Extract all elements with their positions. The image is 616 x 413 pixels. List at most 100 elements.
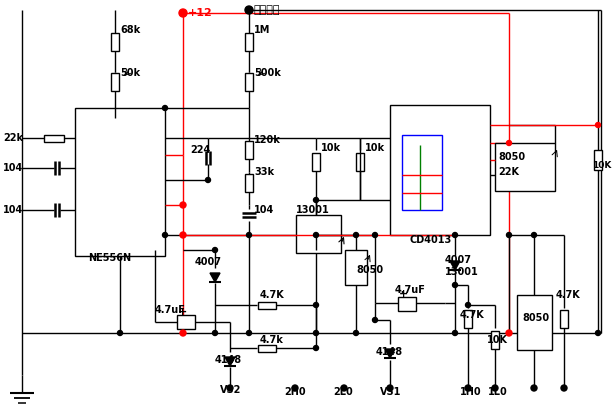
Text: 500k: 500k <box>254 68 281 78</box>
Text: 2L0: 2L0 <box>333 387 353 397</box>
Bar <box>312 153 320 171</box>
Text: 104: 104 <box>3 205 23 215</box>
Text: 1M: 1M <box>254 25 270 35</box>
Text: 22K: 22K <box>498 167 519 177</box>
Text: 4148: 4148 <box>215 355 242 365</box>
Bar <box>345 250 367 285</box>
Text: 10K: 10K <box>487 335 508 345</box>
Circle shape <box>213 330 217 335</box>
Text: 33k: 33k <box>254 167 274 177</box>
Text: 4007: 4007 <box>195 257 222 267</box>
Circle shape <box>453 282 458 287</box>
Text: 22k: 22k <box>3 133 23 143</box>
Circle shape <box>354 233 359 237</box>
Text: VS2: VS2 <box>220 385 241 395</box>
Bar <box>75 108 165 256</box>
Circle shape <box>227 385 233 391</box>
Bar <box>390 105 490 235</box>
Text: 4148: 4148 <box>376 347 403 357</box>
Circle shape <box>180 202 186 208</box>
Circle shape <box>341 385 347 391</box>
Bar <box>402 135 442 210</box>
Text: +: + <box>178 307 187 317</box>
Text: 4.7K: 4.7K <box>260 290 285 300</box>
Circle shape <box>314 346 318 351</box>
Bar <box>177 315 195 329</box>
Circle shape <box>354 330 359 335</box>
Bar <box>258 345 276 352</box>
Circle shape <box>506 140 511 145</box>
Circle shape <box>373 233 378 237</box>
Text: 120k: 120k <box>254 135 281 145</box>
Text: 8050: 8050 <box>356 265 383 275</box>
Bar <box>398 297 416 311</box>
Circle shape <box>246 330 251 335</box>
Polygon shape <box>385 349 395 358</box>
Circle shape <box>466 302 471 308</box>
Circle shape <box>373 318 378 323</box>
Circle shape <box>492 385 498 391</box>
Circle shape <box>532 233 537 237</box>
Bar <box>245 174 253 192</box>
Circle shape <box>163 233 168 237</box>
Circle shape <box>206 178 211 183</box>
Bar <box>245 73 253 91</box>
Bar <box>491 331 499 349</box>
Bar <box>560 310 568 328</box>
Polygon shape <box>210 273 220 282</box>
Bar <box>495 143 555 191</box>
Circle shape <box>180 330 186 336</box>
Polygon shape <box>225 357 235 366</box>
Circle shape <box>453 330 458 335</box>
Circle shape <box>292 385 298 391</box>
Text: +12: +12 <box>188 8 213 18</box>
Bar <box>245 33 253 51</box>
Circle shape <box>179 9 187 17</box>
Text: 10K: 10K <box>592 161 611 169</box>
Circle shape <box>506 233 511 237</box>
Bar <box>44 135 64 142</box>
Circle shape <box>465 385 471 391</box>
Text: 2H0: 2H0 <box>284 387 306 397</box>
Text: 104: 104 <box>254 205 274 215</box>
Bar <box>111 73 119 91</box>
Circle shape <box>453 233 458 237</box>
Polygon shape <box>450 261 460 270</box>
Bar <box>245 141 253 159</box>
Circle shape <box>246 233 251 237</box>
Circle shape <box>245 6 253 14</box>
Text: 4.7K: 4.7K <box>460 310 485 320</box>
Bar <box>517 295 552 350</box>
Circle shape <box>314 302 318 308</box>
Circle shape <box>531 385 537 391</box>
Text: 10k: 10k <box>365 143 385 153</box>
Text: 4.7k: 4.7k <box>260 335 284 345</box>
Circle shape <box>314 197 318 202</box>
Circle shape <box>596 123 601 128</box>
Bar <box>111 33 119 51</box>
Text: 68k: 68k <box>120 25 140 35</box>
Text: 1H0: 1H0 <box>460 387 482 397</box>
Text: 104: 104 <box>3 163 23 173</box>
Text: +: + <box>399 289 408 299</box>
Bar <box>594 150 602 170</box>
Circle shape <box>163 105 168 111</box>
Text: 高压直流: 高压直流 <box>254 5 280 15</box>
Text: 10k: 10k <box>321 143 341 153</box>
Bar <box>258 302 276 309</box>
Circle shape <box>596 330 601 335</box>
Text: 224: 224 <box>190 145 210 155</box>
Text: 13001: 13001 <box>296 205 330 215</box>
Text: 13001: 13001 <box>445 267 479 277</box>
Text: 50k: 50k <box>120 68 140 78</box>
Circle shape <box>180 232 186 238</box>
Circle shape <box>213 247 217 252</box>
Circle shape <box>506 330 512 336</box>
Circle shape <box>561 385 567 391</box>
Text: 1L0: 1L0 <box>488 387 508 397</box>
Text: NE556N: NE556N <box>88 253 131 263</box>
Text: 4.7K: 4.7K <box>556 290 581 300</box>
Text: CD4013: CD4013 <box>410 235 452 245</box>
Text: 4.7uF: 4.7uF <box>395 285 426 295</box>
Text: 4007: 4007 <box>445 255 472 265</box>
